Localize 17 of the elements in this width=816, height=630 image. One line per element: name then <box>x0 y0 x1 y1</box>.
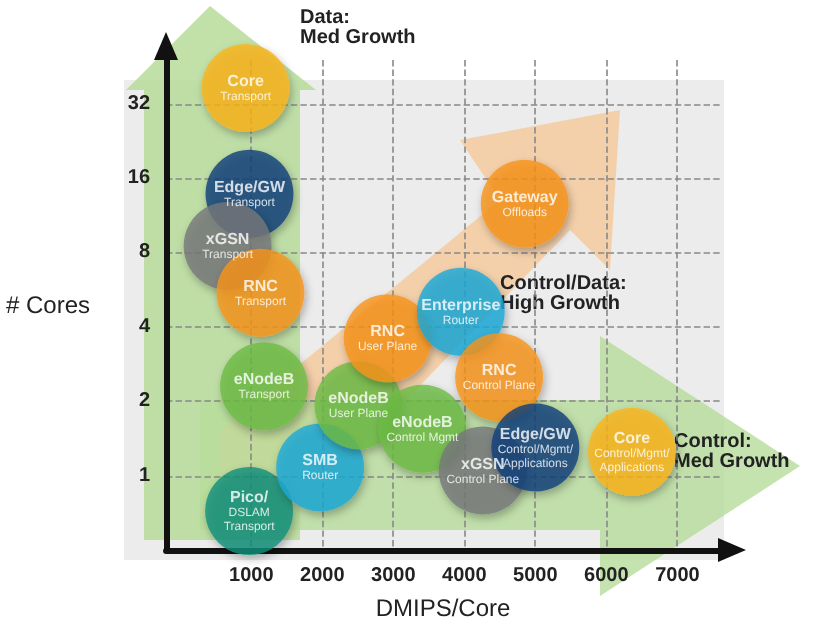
x-axis-title: DMIPS/Core <box>375 594 512 622</box>
x-tick-label: 6000 <box>584 565 630 588</box>
y-tick-label: 32 <box>127 92 151 115</box>
x-tick-label: 4000 <box>442 565 488 588</box>
y-axis-title: # Cores <box>5 291 91 320</box>
annotation: Control: Med Growth <box>674 431 790 473</box>
x-tick-label: 3000 <box>371 565 417 588</box>
y-tick-label: 16 <box>127 166 151 189</box>
text: Data: Med Growth <box>300 7 416 49</box>
y-tick-label: 8 <box>138 241 151 264</box>
x-tick-label: 1000 <box>229 565 275 588</box>
x-tick-label: 2000 <box>300 565 346 588</box>
y-tick-label: 1 <box>138 464 151 487</box>
x-tick-label: 5000 <box>513 565 559 588</box>
x-tick-label: 7000 <box>655 565 701 588</box>
y-tick-label: 4 <box>138 315 151 338</box>
y-tick-label: 2 <box>138 390 151 413</box>
